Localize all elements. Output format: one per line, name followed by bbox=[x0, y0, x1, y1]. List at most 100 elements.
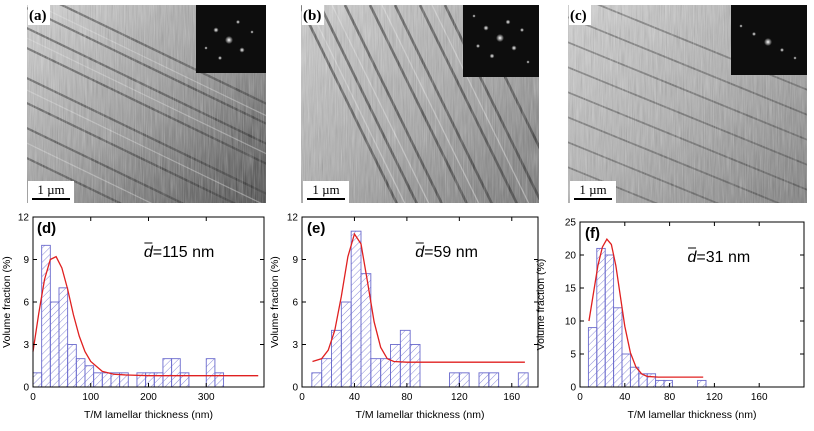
histogram-bar bbox=[32, 372, 43, 388]
x-tick-label: 120 bbox=[706, 392, 723, 403]
plot-frame bbox=[579, 221, 805, 388]
y-tick-label: 6 bbox=[292, 298, 298, 309]
x-tick-label: 80 bbox=[664, 392, 676, 403]
panel-tag: (e) bbox=[307, 220, 325, 237]
histogram-bar bbox=[517, 372, 529, 388]
y-tick-label: 12 bbox=[287, 213, 299, 224]
histogram-bar bbox=[162, 358, 173, 388]
histogram-bar bbox=[390, 344, 401, 388]
histogram-bar bbox=[629, 366, 640, 388]
fit-curve bbox=[312, 232, 525, 363]
histogram-bar bbox=[171, 358, 181, 388]
y-tick-label: 5 bbox=[570, 350, 576, 361]
x-tick-label: 40 bbox=[349, 392, 361, 403]
histogram-bar bbox=[179, 372, 190, 388]
histogram-bar bbox=[84, 365, 95, 388]
histogram-bar bbox=[350, 230, 362, 388]
y-tick-label: 9 bbox=[292, 255, 298, 266]
y-axis-label: Volume fraction (%) bbox=[535, 259, 547, 351]
histogram-bar bbox=[75, 358, 86, 388]
micrograph-b: (b) 1 µm bbox=[301, 5, 539, 203]
micrograph-c: (c) 1 µm bbox=[568, 5, 807, 203]
histogram-bar bbox=[153, 372, 164, 388]
histogram-bar bbox=[370, 358, 382, 388]
histogram-bar bbox=[49, 301, 60, 388]
y-tick-label: 10 bbox=[565, 317, 577, 328]
histogram-bar bbox=[409, 344, 421, 388]
histogram-bar bbox=[331, 329, 342, 388]
y-tick-label: 25 bbox=[565, 218, 577, 229]
y-axis-label: Volume fraction (%) bbox=[269, 256, 281, 348]
histogram-e: 0 40 80 120 160 0 3 6 9 12 T/M lamellar thickness … bbox=[269, 213, 539, 421]
x-tick-label: 160 bbox=[751, 392, 768, 403]
x-tick-label: 160 bbox=[503, 392, 520, 403]
histogram-bar bbox=[587, 327, 598, 388]
x-axis-label: T/M lamellar thickness (nm) bbox=[84, 409, 213, 421]
histogram-bar bbox=[613, 307, 623, 388]
histogram-bar bbox=[621, 353, 631, 388]
y-tick-label: 20 bbox=[565, 251, 577, 262]
histogram-bar bbox=[41, 244, 51, 388]
x-tick-label: 200 bbox=[140, 392, 157, 403]
histogram-f: 0 40 80 120 160 0 5 10 15 20 25 T/M lamellar thickn… bbox=[535, 218, 805, 421]
y-tick-label: 3 bbox=[292, 340, 298, 351]
y-axis-label: Volume fraction (%) bbox=[1, 256, 13, 348]
x-axis-label: T/M lamellar thickness (nm) bbox=[628, 409, 757, 421]
mean-thickness-annotation: d=31 nm bbox=[688, 249, 751, 266]
fit-curve bbox=[588, 238, 704, 378]
histogram-bar bbox=[478, 372, 490, 388]
histogram-bar bbox=[655, 379, 665, 388]
x-axis-label: T/M lamellar thickness (nm) bbox=[356, 409, 485, 421]
y-tick-label: 15 bbox=[565, 284, 577, 295]
micrograph-a: (a) 1 µm bbox=[27, 5, 266, 203]
mean-thickness-annotation: d=59 nm bbox=[415, 244, 478, 261]
y-tick-label: 12 bbox=[18, 213, 30, 224]
panel-tag-a: (a) bbox=[29, 8, 47, 24]
scale-bar-label-b: 1 µm bbox=[312, 182, 339, 197]
histogram-bar bbox=[67, 344, 77, 388]
histogram-d: 0 100 200 300 0 3 6 9 12 T/M lamellar thickness (… bbox=[1, 213, 265, 421]
fit-curve bbox=[32, 255, 259, 377]
scale-bar-label-c: 1 µm bbox=[579, 182, 606, 197]
x-tick-label: 80 bbox=[401, 392, 413, 403]
histogram-bar bbox=[380, 358, 391, 388]
x-tick-label: 300 bbox=[198, 392, 215, 403]
x-tick-label: 100 bbox=[82, 392, 99, 403]
histogram-bar bbox=[93, 372, 103, 388]
histogram-bar bbox=[321, 358, 332, 388]
y-tick-label: 3 bbox=[23, 340, 29, 351]
histogram-bar bbox=[449, 372, 460, 388]
panel-tag-b: (b) bbox=[303, 8, 321, 24]
panel-tag: (d) bbox=[37, 220, 56, 237]
diffraction-spots-b bbox=[472, 14, 530, 64]
histogram-bar bbox=[311, 372, 323, 388]
histogram-bar bbox=[101, 372, 112, 388]
histogram-bar bbox=[214, 372, 225, 388]
histogram-bar bbox=[697, 379, 707, 388]
y-tick-label: 9 bbox=[23, 255, 29, 266]
histogram-bar bbox=[488, 372, 500, 388]
x-tick-label: 120 bbox=[451, 392, 468, 403]
histogram-bar bbox=[399, 329, 411, 388]
histogram-bar bbox=[596, 247, 606, 388]
panel-tag: (f) bbox=[585, 225, 600, 242]
scale-bar-label-a: 1 µm bbox=[37, 182, 64, 197]
histogram-bar bbox=[340, 301, 352, 388]
histogram-bar bbox=[663, 379, 673, 388]
panel-tag-c: (c) bbox=[570, 8, 587, 24]
diffraction-spots-c bbox=[739, 24, 797, 60]
histogram-bar bbox=[604, 254, 615, 388]
mean-thickness-annotation: d=115 nm bbox=[144, 244, 214, 261]
histogram-bar bbox=[646, 373, 657, 388]
x-tick-label: 0 bbox=[30, 392, 36, 403]
x-tick-label: 0 bbox=[577, 392, 583, 403]
y-tick-label: 0 bbox=[570, 383, 576, 394]
x-tick-label: 0 bbox=[299, 392, 305, 403]
y-tick-label: 6 bbox=[23, 298, 29, 309]
histogram-bar bbox=[145, 372, 155, 388]
histogram-bar bbox=[205, 358, 216, 388]
x-tick-label: 40 bbox=[619, 392, 631, 403]
histogram-bar bbox=[458, 372, 470, 388]
diffraction-spots-a bbox=[204, 20, 254, 60]
